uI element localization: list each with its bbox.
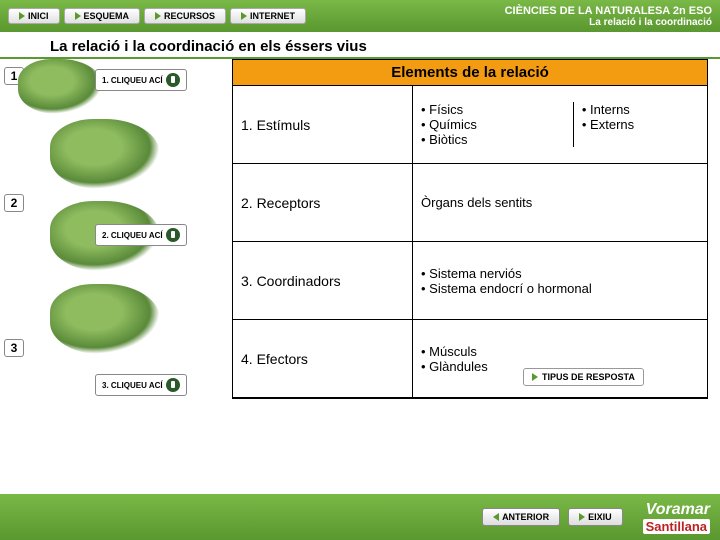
section-title: La relació i la coordinació en els ésser… <box>0 32 720 59</box>
recursos-button[interactable]: RECURSOS <box>144 8 226 24</box>
bottom-bar: ANTERIOR EIXIU Voramar Santillana <box>0 494 720 540</box>
cursor-icon <box>166 73 180 87</box>
click-button-3[interactable]: 3. CLIQUEU ACÍ <box>95 374 187 396</box>
inici-button[interactable]: INICI <box>8 8 60 24</box>
row-1-split-r: • Interns • Externs <box>574 102 699 147</box>
anterior-button[interactable]: ANTERIOR <box>482 508 560 526</box>
click-3-label: 3. CLIQUEU ACÍ <box>102 381 163 390</box>
publisher-logo: Voramar Santillana <box>643 501 710 534</box>
header-course: CIÈNCIES DE LA NATURALESA 2n ESO <box>505 5 712 17</box>
internet-label: INTERNET <box>250 11 295 21</box>
table-title: Elements de la relació <box>233 60 707 86</box>
brand-voramar: Voramar <box>643 501 710 519</box>
play-back-icon <box>493 513 499 521</box>
elements-table: Elements de la relació 1. Estímuls • Fís… <box>232 59 708 399</box>
click-2-label: 2. CLIQUEU ACÍ <box>102 231 163 240</box>
row-2-right: Òrgans dels sentits <box>413 164 707 241</box>
frog-image-4 <box>50 284 160 354</box>
play-icon <box>579 513 585 521</box>
row-2-left: 2. Receptors <box>233 164 413 241</box>
recursos-label: RECURSOS <box>164 11 215 21</box>
esquema-button[interactable]: ESQUEMA <box>64 8 141 24</box>
cursor-icon <box>166 228 180 242</box>
content-area: 1 2 3 1. CLIQUEU ACÍ 2. CLIQUEU ACÍ 3. C… <box>0 59 720 517</box>
anterior-label: ANTERIOR <box>502 512 549 522</box>
internet-button[interactable]: INTERNET <box>230 8 306 24</box>
play-icon <box>19 12 25 20</box>
click-button-1[interactable]: 1. CLIQUEU ACÍ <box>95 69 187 91</box>
badge-2: 2 <box>4 194 24 212</box>
eixiu-label: EIXIU <box>588 512 612 522</box>
row-3-left: 3. Coordinadors <box>233 242 413 319</box>
esquema-label: ESQUEMA <box>84 11 130 21</box>
brand-santillana: Santillana <box>643 519 710 534</box>
row-4-left: 4. Efectors <box>233 320 413 397</box>
row-1-left: 1. Estímuls <box>233 86 413 163</box>
frog-image-2 <box>50 119 160 189</box>
tipus-resposta-button[interactable]: TIPUS DE RESPOSTA <box>523 368 644 386</box>
play-icon <box>532 373 538 381</box>
table-row: 1. Estímuls • Físics • Químics • Biòtics… <box>233 86 707 164</box>
table-row: 3. Coordinadors • Sistema nerviós • Sist… <box>233 242 707 320</box>
row-1-right: • Físics • Químics • Biòtics • Interns •… <box>413 86 707 163</box>
cursor-icon <box>166 378 180 392</box>
inici-label: INICI <box>28 11 49 21</box>
badge-3: 3 <box>4 339 24 357</box>
eixiu-button[interactable]: EIXIU <box>568 508 623 526</box>
row-1-split-l: • Físics • Químics • Biòtics <box>421 102 574 147</box>
header-titles: CIÈNCIES DE LA NATURALESA 2n ESO La rela… <box>505 5 712 28</box>
play-icon <box>155 12 161 20</box>
click-button-2[interactable]: 2. CLIQUEU ACÍ <box>95 224 187 246</box>
row-3-right: • Sistema nerviós • Sistema endocrí o ho… <box>413 242 707 319</box>
table-row: 4. Efectors • Músculs • Glàndules <box>233 320 707 398</box>
header-topic: La relació i la coordinació <box>505 17 712 28</box>
play-icon <box>75 12 81 20</box>
click-1-label: 1. CLIQUEU ACÍ <box>102 76 163 85</box>
top-nav-bar: INICI ESQUEMA RECURSOS INTERNET CIÈNCIES… <box>0 0 720 32</box>
frog-image-1 <box>18 59 103 114</box>
play-icon <box>241 12 247 20</box>
table-row: 2. Receptors Òrgans dels sentits <box>233 164 707 242</box>
tipus-label: TIPUS DE RESPOSTA <box>542 372 635 382</box>
